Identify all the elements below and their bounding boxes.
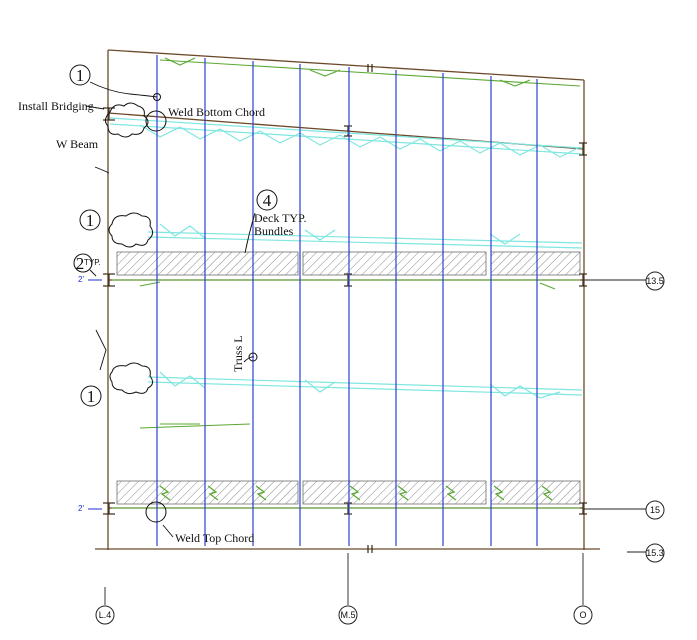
deck-bundle [116, 251, 299, 276]
leader-lines [85, 81, 256, 538]
callout-w-beam: W Beam [56, 137, 99, 151]
beam-end-marker [153, 93, 161, 101]
callout-install-bridging: Install Bridging [18, 99, 94, 113]
sequence-bubble-deck [256, 189, 278, 211]
deck-bundle [302, 480, 487, 505]
callout-weld-bottom-chord: Weld Bottom Chord [168, 105, 265, 119]
callout-deck-typ: Deck TYP. [254, 211, 306, 225]
grid-bubble-l4 [95, 605, 115, 625]
green-members [112, 57, 581, 509]
grid-label-m5: M.5 [340, 610, 355, 620]
grid-lines [104, 279, 647, 605]
callout-deck-bundles: Bundles [254, 224, 294, 238]
sequence-label-lower: 1 [87, 387, 96, 406]
sequence-label-top: 1 [76, 66, 85, 85]
weld-marks [159, 485, 553, 501]
sequence-bubble-top [69, 64, 91, 86]
weld-bottom-chord-circle [145, 110, 167, 132]
callout-weld-top-chord: Weld Top Chord [175, 531, 254, 545]
sequence-label-dim-typ: TYP. [84, 258, 101, 267]
sequence-bubble-mid [79, 209, 101, 231]
grid-bubble-15 [645, 500, 665, 520]
perimeter-beams [95, 49, 600, 550]
sequence-bubble-lower [80, 385, 102, 407]
top-beam [107, 49, 585, 81]
deck-bundle [490, 251, 581, 276]
dimension-marks [88, 279, 102, 510]
sequence-bubble-dim [73, 253, 93, 273]
grid-bubble-o [573, 605, 593, 625]
sequence-label-deck: 4 [263, 191, 272, 210]
callout-truss: Truss L [231, 335, 245, 372]
grid-bubbles [95, 271, 665, 625]
grid-label-13-5: 13.5 [646, 276, 664, 286]
sequence-bubbles [69, 64, 278, 407]
grid-label-15-3: 15.3 [646, 548, 664, 558]
sequence-label-mid: 1 [86, 211, 95, 230]
grid-label-l4: L.4 [99, 610, 112, 620]
weld-top-chord-circle [145, 501, 167, 523]
joists [156, 55, 538, 546]
grid-bubble-m5 [338, 605, 358, 625]
dimension-upper: 2' [78, 275, 84, 284]
cloud-mid [108, 212, 154, 248]
deck-bundle [302, 251, 487, 276]
cloud-top [104, 102, 149, 138]
weld-symbols [145, 93, 258, 523]
revision-clouds [104, 102, 154, 395]
cloud-lower [109, 362, 154, 395]
sequence-label-dim: 2 [76, 254, 85, 273]
deck-bundle [490, 480, 581, 505]
grid-label-15: 15 [650, 505, 660, 515]
grid-bubble-13-5 [645, 271, 665, 291]
bridging-rows [109, 117, 583, 399]
grid-label-o: O [579, 610, 586, 620]
deck-bundle [116, 480, 299, 505]
grid-bubble-15-3 [645, 543, 665, 563]
dimension-lower: 2' [78, 504, 84, 513]
truss-marker [248, 352, 258, 362]
